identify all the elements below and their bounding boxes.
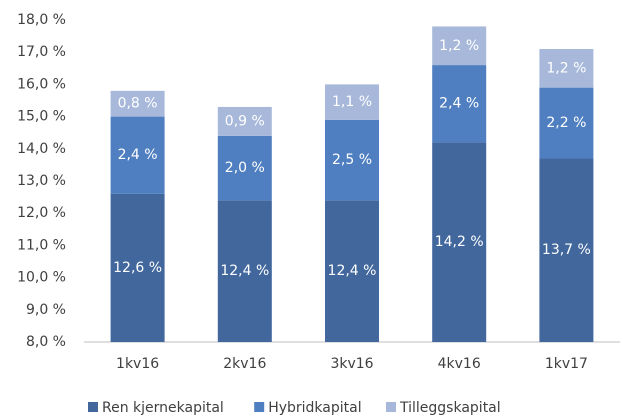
bar-segment <box>539 87 594 159</box>
x-tick-label: 3kv16 <box>330 356 373 372</box>
value-label: 2,4 % <box>439 96 479 112</box>
bar-segment <box>325 119 379 201</box>
bar-segment <box>110 90 165 117</box>
value-label: 0,9 % <box>225 113 265 129</box>
value-label: 12,4 % <box>220 263 269 279</box>
bar-segment <box>539 158 594 342</box>
y-tick-label: 10,0 % <box>17 270 66 286</box>
value-label: 2,4 % <box>118 147 158 163</box>
y-tick-label: 12,0 % <box>17 205 66 221</box>
legend-label: Ren kjernekapital <box>102 400 224 416</box>
x-tick-label: 1kv17 <box>545 356 588 372</box>
bar-segment <box>217 106 272 136</box>
legend-swatch <box>254 402 265 412</box>
value-label: 13,7 % <box>542 242 591 258</box>
value-label: 12,6 % <box>113 260 162 276</box>
bar-segment <box>110 116 165 194</box>
value-label: 2,2 % <box>546 115 586 131</box>
bar-segment <box>432 65 487 143</box>
y-tick-label: 18,0 % <box>17 12 66 28</box>
bar-segment <box>539 48 594 88</box>
x-tick-label: 1kv16 <box>116 356 159 372</box>
value-label: 0,8 % <box>118 96 158 112</box>
y-tick-label: 14,0 % <box>17 141 66 157</box>
y-tick-label: 17,0 % <box>17 44 66 60</box>
legend-label: Tilleggskapital <box>399 400 501 416</box>
bar-segment <box>110 193 165 342</box>
legend-label: Hybridkapital <box>268 400 361 416</box>
bar-segment <box>217 135 272 201</box>
value-label: 1,1 % <box>332 94 372 110</box>
bar-segment <box>432 26 487 66</box>
x-tick-label: 4kv16 <box>438 356 481 372</box>
value-label: 1,2 % <box>546 60 586 76</box>
bar-segment <box>217 200 272 342</box>
x-tick-label: 2kv16 <box>223 356 266 372</box>
y-tick-label: 11,0 % <box>17 237 66 253</box>
value-label: 12,4 % <box>328 263 377 279</box>
bar-segment <box>325 200 379 342</box>
y-tick-label: 8,0 % <box>26 334 66 350</box>
bar-segment <box>325 84 379 120</box>
y-tick-label: 15,0 % <box>17 109 66 125</box>
y-tick-label: 13,0 % <box>17 173 66 189</box>
value-label: 2,5 % <box>332 152 372 168</box>
y-tick-label: 9,0 % <box>26 302 66 318</box>
value-label: 14,2 % <box>435 234 484 250</box>
value-label: 1,2 % <box>439 38 479 54</box>
legend-swatch <box>386 402 396 412</box>
bar-segment <box>432 142 487 342</box>
y-tick-label: 16,0 % <box>17 76 66 92</box>
value-label: 2,0 % <box>225 160 265 176</box>
legend-swatch <box>88 402 98 412</box>
